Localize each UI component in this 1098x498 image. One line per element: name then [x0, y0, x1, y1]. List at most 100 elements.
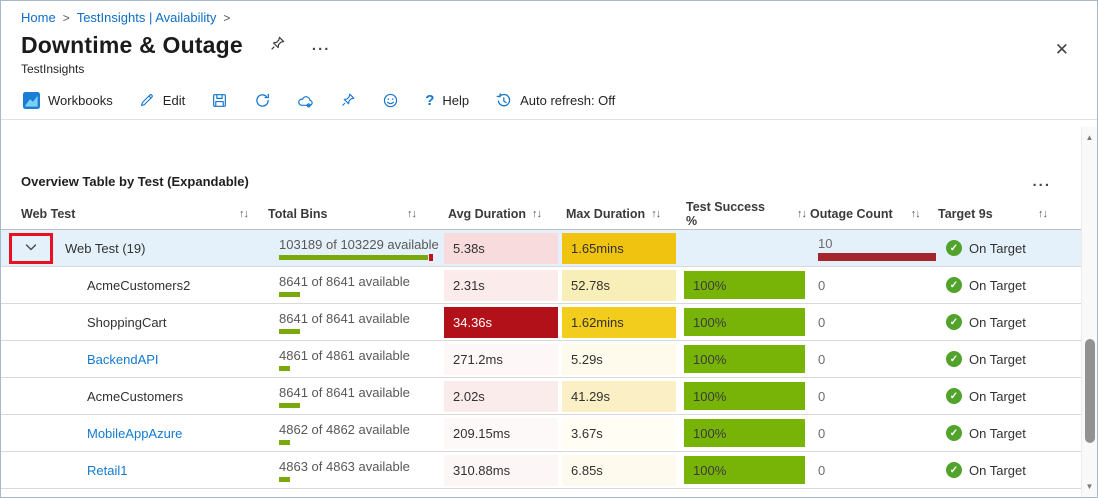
availability-bar-green	[279, 365, 290, 371]
target-status: On Target	[969, 277, 1026, 293]
cloud-icon	[297, 92, 314, 109]
outage-count-cell: 10	[806, 230, 936, 266]
avg-duration-value: 5.38s	[444, 232, 558, 264]
scrollbar-up-arrow[interactable]: ▲	[1085, 133, 1094, 142]
table-row: ShoppingCart 8641 of 8641 available 34.3…	[1, 304, 1081, 341]
test-success-cell: 100%	[682, 415, 806, 451]
scrollbar-down-arrow[interactable]: ▼	[1085, 482, 1094, 491]
total-bins-value: 8641 of 8641 available	[279, 273, 410, 289]
max-duration-cell: 41.29s	[562, 378, 682, 414]
web-test-name[interactable]: MobileAppAzure	[87, 425, 183, 441]
outage-count-bar	[818, 252, 936, 261]
test-success-value: 100%	[684, 382, 805, 410]
workbooks-button[interactable]: Workbooks	[23, 91, 113, 109]
total-bins-value: 103189 of 103229 available	[279, 236, 439, 252]
test-success-cell: 100%	[682, 267, 806, 303]
sort-icon[interactable]: ↑↓	[910, 207, 921, 220]
column-header-avg-duration[interactable]: Avg Duration ↑↓	[448, 206, 542, 221]
target-9s-cell: ✓ On Target	[934, 452, 1081, 488]
max-duration-cell: 3.67s	[562, 415, 682, 451]
target-status: On Target	[969, 351, 1026, 367]
max-duration-value: 1.62mins	[562, 306, 676, 338]
availability-bar	[279, 253, 433, 261]
table-body: Web Test (19) 103189 of 103229 available…	[1, 230, 1081, 489]
availability-bar-green	[279, 254, 428, 260]
total-bins-value: 8641 of 8641 available	[279, 310, 410, 326]
smiley-icon	[382, 92, 399, 109]
breadcrumb-home[interactable]: Home	[21, 10, 56, 25]
pin-icon[interactable]	[269, 35, 286, 57]
refresh-button[interactable]	[254, 92, 271, 109]
scrollbar-thumb[interactable]	[1085, 339, 1095, 443]
save-button[interactable]	[211, 92, 228, 109]
sort-icon[interactable]: ↑↓	[1038, 207, 1048, 220]
chevron-down-icon[interactable]	[23, 239, 39, 258]
title-more-button[interactable]: ...	[311, 36, 331, 54]
outage-count-cell: 0	[806, 415, 934, 451]
availability-bar-green	[279, 291, 300, 297]
outage-count-value: 10	[818, 235, 833, 251]
outage-count-value: 0	[818, 277, 826, 293]
column-header-outage-count[interactable]: Outage Count ↑↓	[810, 206, 921, 221]
save-icon	[211, 92, 228, 109]
max-duration-cell: 1.62mins	[562, 304, 682, 340]
close-button[interactable]: ✕	[1054, 40, 1069, 59]
avg-duration-value: 34.36s	[444, 306, 558, 338]
column-header-web-test[interactable]: Web Test ↑↓	[21, 206, 249, 221]
outage-count-cell: 0	[806, 304, 934, 340]
expander-cell	[1, 230, 61, 266]
column-header-total-bins[interactable]: Total Bins ↑↓	[268, 206, 417, 221]
test-success-value: 100%	[684, 345, 805, 373]
expander-cell	[1, 415, 61, 451]
check-circle-icon: ✓	[946, 462, 962, 478]
feedback-button[interactable]	[382, 92, 399, 109]
outage-count-value: 0	[818, 425, 826, 441]
table-row: MobileAppAzure 4862 of 4862 available 20…	[1, 415, 1081, 452]
sort-icon[interactable]: ↑↓	[239, 207, 249, 220]
column-header-max-duration[interactable]: Max Duration ↑↓	[566, 206, 661, 221]
sort-icon[interactable]: ↑↓	[532, 207, 542, 220]
edit-button[interactable]: Edit	[139, 92, 185, 108]
web-test-name: AcmeCustomers	[87, 388, 184, 404]
table-row: Web Test (19) 103189 of 103229 available…	[1, 230, 1081, 267]
auto-refresh-button[interactable]: Auto refresh: Off	[495, 92, 615, 109]
total-bins-value: 4862 of 4862 available	[279, 421, 410, 437]
target-9s-cell: ✓ On Target	[934, 267, 1081, 303]
avg-duration-cell: 5.38s	[444, 230, 562, 266]
vertical-scrollbar[interactable]: ▲ ▼	[1081, 127, 1097, 497]
total-bins-cell: 8641 of 8641 available	[264, 267, 444, 303]
test-success-cell: 100%	[682, 341, 806, 377]
total-bins-cell: 8641 of 8641 available	[264, 304, 444, 340]
sort-icon[interactable]: ↑↓	[797, 207, 807, 220]
cloud-share-button[interactable]	[297, 92, 314, 109]
target-status: On Target	[969, 425, 1026, 441]
target-9s-cell: ✓ On Target	[934, 230, 1081, 266]
avg-duration-cell: 34.36s	[444, 304, 562, 340]
web-test-name[interactable]: BackendAPI	[87, 351, 159, 367]
pencil-icon	[139, 92, 155, 108]
outage-count-value: 0	[818, 351, 826, 367]
sort-icon[interactable]: ↑↓	[651, 207, 661, 220]
availability-bar	[279, 402, 300, 408]
breadcrumb-testinsights-availability[interactable]: TestInsights | Availability	[76, 10, 217, 25]
avg-duration-value: 310.88ms	[444, 454, 558, 486]
target-status: On Target	[969, 388, 1026, 404]
total-bins-cell: 4862 of 4862 available	[264, 415, 444, 451]
availability-bar	[279, 365, 290, 371]
pin-to-dashboard-button[interactable]	[340, 92, 356, 108]
max-duration-value: 5.29s	[562, 343, 676, 375]
target-status: On Target	[969, 240, 1026, 256]
workbook-content: Overview Table by Test (Expandable) ... …	[1, 120, 1097, 489]
help-button[interactable]: ? Help	[425, 91, 470, 109]
availability-bar	[279, 476, 290, 482]
avg-duration-value: 2.31s	[444, 269, 558, 301]
test-success-cell: 100%	[682, 452, 806, 488]
column-header-test-success[interactable]: Test Success % ↑↓	[686, 199, 807, 228]
column-header-target-9s[interactable]: Target 9s ↑↓	[938, 206, 1048, 221]
breadcrumb-separator: >	[223, 10, 231, 25]
total-bins-cell: 8641 of 8641 available	[264, 378, 444, 414]
max-duration-value: 52.78s	[562, 269, 676, 301]
web-test-name[interactable]: Retail1	[87, 462, 128, 478]
sort-icon[interactable]: ↑↓	[407, 207, 417, 220]
table-more-button[interactable]: ...	[1032, 172, 1051, 190]
